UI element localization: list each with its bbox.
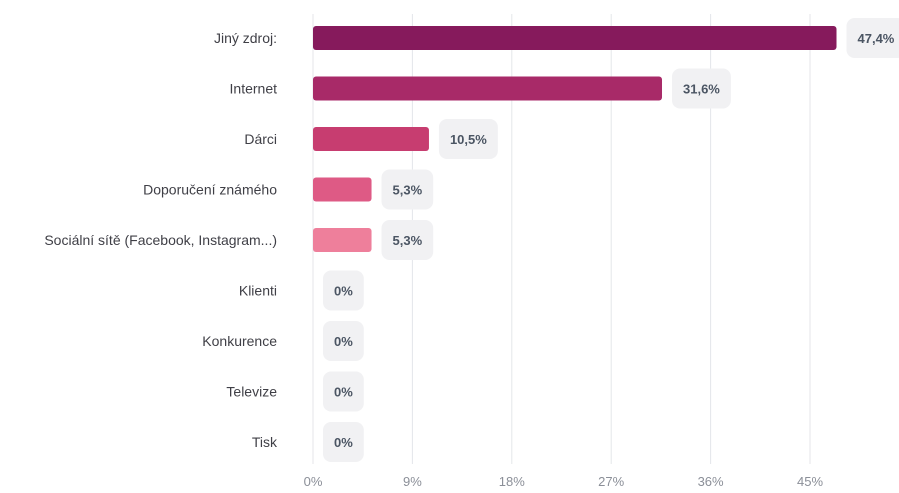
bar: [313, 76, 663, 101]
value-badge: [438, 119, 498, 159]
value-badge: [323, 321, 364, 361]
value-badge: [381, 169, 434, 210]
x-tick-label: 18%: [499, 474, 525, 489]
ticks-layer: 0% 9% 18% 27% 36% 45%: [304, 474, 824, 489]
x-tick-label: 36%: [698, 474, 724, 489]
value-badge: [381, 220, 434, 260]
x-tick-label: 27%: [598, 474, 624, 489]
bars-layer: [313, 26, 837, 252]
x-tick-label: 9%: [403, 474, 422, 489]
category-label: Tisk: [252, 434, 278, 450]
x-tick-label: 0%: [304, 474, 323, 489]
bar: [313, 228, 372, 252]
category-label: Doporučení známého: [143, 182, 277, 198]
value-badge: [672, 68, 731, 109]
value-badge: [323, 422, 364, 462]
category-label: Konkurence: [202, 333, 277, 349]
value-label: 5,3%: [393, 183, 423, 198]
value-badge: [323, 270, 364, 311]
bar: [313, 127, 429, 151]
x-tick-label: 45%: [797, 474, 823, 489]
value-badge: [323, 371, 364, 412]
bar: [313, 177, 372, 202]
value-badge: [846, 18, 899, 58]
category-label: Internet: [230, 81, 278, 97]
value-label: 47,4%: [858, 31, 895, 46]
value-label: 0%: [334, 334, 353, 349]
category-label: Televize: [226, 384, 277, 400]
value-label: 31,6%: [683, 82, 720, 97]
value-label: 10,5%: [450, 132, 487, 147]
category-label: Klienti: [239, 283, 277, 299]
category-label: Dárci: [244, 131, 277, 147]
value-label: 0%: [334, 284, 353, 299]
bar: [313, 26, 837, 50]
category-label: Sociální sítě (Facebook, Instagram...): [44, 232, 277, 248]
category-label: Jiný zdroj:: [214, 30, 277, 46]
value-label: 0%: [334, 385, 353, 400]
value-label: 0%: [334, 435, 353, 450]
labels-layer: Jiný zdroj: 47,4% Internet 31,6% Dárci 10,5% D…: [44, 18, 899, 462]
value-label: 5,3%: [393, 233, 423, 248]
